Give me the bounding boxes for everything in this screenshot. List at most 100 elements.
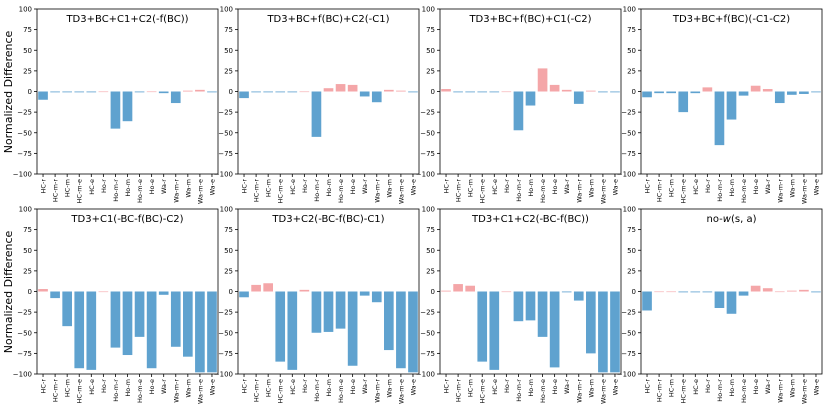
x-tick-label: Ho-m xyxy=(527,179,535,197)
bar xyxy=(158,291,169,295)
x-tick-label: HC-m xyxy=(64,179,72,197)
y-tick-label: 75 xyxy=(23,226,32,234)
bar xyxy=(311,291,322,333)
y-tick-label: −50 xyxy=(17,329,32,337)
y-tick-label: 75 xyxy=(224,26,233,34)
y-tick-label: 50 xyxy=(426,47,435,55)
bar xyxy=(774,291,785,293)
bar xyxy=(525,91,536,106)
chart-title: TD3+BC+C1+C2(-f(BC)) xyxy=(65,14,188,25)
y-tick-label: 0 xyxy=(632,88,636,96)
bar xyxy=(239,91,249,99)
y-tick-label: −75 xyxy=(218,150,233,158)
y-tick-label: −100 xyxy=(617,171,636,179)
x-tick-label: Wa-e xyxy=(208,379,216,395)
bar xyxy=(501,291,512,293)
y-tick-label: −25 xyxy=(17,109,32,117)
x-tick-label: HC-m xyxy=(467,179,475,197)
x-tick-label: Ho-e xyxy=(752,179,760,194)
x-tick-label: HC-m-r xyxy=(52,379,60,402)
bar xyxy=(489,91,500,93)
bar xyxy=(799,289,809,292)
plot-frame xyxy=(237,208,420,375)
x-tick-label: HC-e xyxy=(692,379,700,395)
bar xyxy=(335,291,346,329)
bar xyxy=(750,285,761,292)
x-tick-label: HC-m xyxy=(668,179,676,197)
bar xyxy=(287,291,298,370)
x-tick-label: Ho-m xyxy=(527,379,535,397)
chart-title: TD3+BC+f(BC)(-C1-C2) xyxy=(672,14,790,25)
x-tick-label: Ho-r xyxy=(301,179,309,193)
bar xyxy=(183,291,193,357)
y-tick-label: 25 xyxy=(23,267,32,275)
x-tick-label: Wa-r xyxy=(563,379,571,394)
chart-panel: −100 −75 −50 −25 0 25 50 75 100 HC-r HC-m-r HC-m HC-… xyxy=(13,206,219,404)
x-tick-label: HC-r xyxy=(241,179,249,194)
y-tick-label: 75 xyxy=(627,226,636,234)
bar xyxy=(586,291,596,354)
bar xyxy=(762,288,773,292)
y-tick-label: −75 xyxy=(621,350,636,358)
x-tick-label: Wa-e xyxy=(409,379,417,395)
x-tick-label: Wa-m-r xyxy=(776,179,784,203)
bar xyxy=(642,91,652,98)
chart-title: TD3+C2(-BC-f(BC)-C1) xyxy=(271,214,384,225)
bar xyxy=(465,91,475,93)
bar xyxy=(537,68,548,92)
bar xyxy=(453,91,463,93)
x-tick-label: Wa-r xyxy=(160,179,168,194)
bar xyxy=(666,91,676,94)
bar xyxy=(598,291,608,373)
y-tick-label: −50 xyxy=(420,129,435,137)
bar xyxy=(586,90,596,92)
x-tick-label: HC-r xyxy=(644,179,652,194)
bar xyxy=(323,291,334,332)
bar xyxy=(287,91,298,93)
bar xyxy=(573,91,584,104)
bar xyxy=(110,91,121,129)
y-tick-label: −75 xyxy=(621,150,636,158)
chart-title: no-w(s, a) xyxy=(707,214,757,225)
x-tick-label: Wa-m xyxy=(184,179,192,198)
bar xyxy=(501,91,512,93)
x-tick-label: HC-e xyxy=(692,179,700,195)
plot-frame xyxy=(237,8,420,175)
x-tick-label: HC-m-e xyxy=(277,379,285,403)
bar xyxy=(134,291,145,337)
x-tick-label: Ho-m-e xyxy=(740,379,748,403)
x-tick-label: Wa-m xyxy=(587,379,595,398)
bar xyxy=(110,291,121,348)
x-tick-label: HC-m xyxy=(265,179,273,197)
y-tick-label: 0 xyxy=(28,88,32,96)
plot-frame xyxy=(439,208,622,375)
x-tick-label: HC-r xyxy=(443,379,451,394)
bar xyxy=(251,284,261,292)
y-tick-label: 100 xyxy=(623,206,636,214)
y-tick-label: −25 xyxy=(218,309,233,317)
x-tick-label: Wa-m-e xyxy=(397,179,405,204)
y-tick-label: −25 xyxy=(420,309,435,317)
bar xyxy=(38,289,48,292)
bar xyxy=(98,291,109,293)
y-tick-label: −50 xyxy=(621,329,636,337)
bar xyxy=(453,284,463,292)
y-tick-label: −75 xyxy=(17,150,32,158)
x-tick-label: HC-m xyxy=(467,379,475,397)
bar xyxy=(335,84,346,92)
x-tick-label: Ho-r xyxy=(503,179,511,193)
bar xyxy=(714,291,725,308)
chart-title: TD3+C1(-BC-f(BC)-C2) xyxy=(70,214,183,225)
bar xyxy=(74,291,85,369)
bar xyxy=(62,291,72,327)
bar xyxy=(311,91,322,137)
x-tick-label: Ho-m xyxy=(325,379,333,397)
x-tick-label: HC-m-e xyxy=(277,179,285,203)
x-tick-label: Wa-m-e xyxy=(196,179,204,204)
x-tick-label: HC-m-e xyxy=(680,179,688,203)
bar xyxy=(690,91,701,94)
bar xyxy=(477,291,488,362)
x-tick-label: Wa-m xyxy=(385,179,393,198)
chart-panel: −100 −75 −50 −25 0 25 50 75 100 HC-r HC-m-r HC-m HC-… xyxy=(617,6,823,204)
